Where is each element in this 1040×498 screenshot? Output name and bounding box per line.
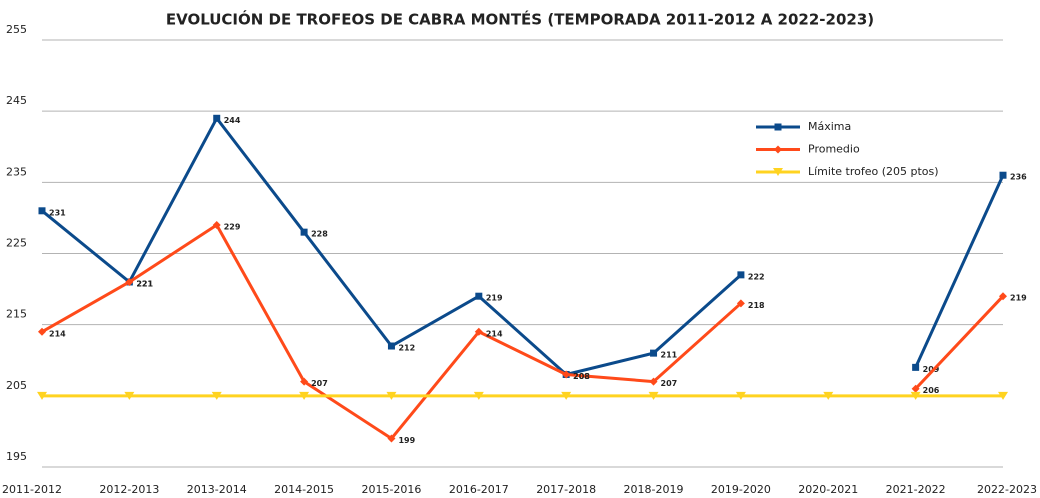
data-label: 214 <box>49 329 66 338</box>
y-tick-label: 225 <box>6 237 27 250</box>
marker <box>387 434 396 443</box>
marker <box>999 292 1007 301</box>
marker <box>735 391 746 400</box>
marker <box>38 207 46 215</box>
marker <box>737 271 745 279</box>
y-tick-label: 205 <box>6 379 27 392</box>
marker <box>773 168 783 176</box>
data-label: 219 <box>486 294 503 303</box>
marker <box>650 349 658 357</box>
y-tick-label: 255 <box>6 23 27 36</box>
marker <box>911 384 920 393</box>
marker <box>649 377 658 386</box>
marker <box>299 391 310 400</box>
marker <box>774 123 782 131</box>
data-label: 207 <box>661 379 678 388</box>
y-tick-label: 195 <box>6 450 27 463</box>
marker <box>211 391 222 400</box>
data-label: 199 <box>398 436 415 445</box>
marker <box>213 114 221 122</box>
data-label: 211 <box>661 351 678 360</box>
marker <box>300 228 308 236</box>
x-tick-label: 2012-2013 <box>99 483 159 496</box>
x-tick-label: 2021-2022 <box>886 483 946 496</box>
marker <box>386 391 397 400</box>
y-tick-label: 245 <box>6 94 27 107</box>
x-tick-label: 2018-2019 <box>624 483 684 496</box>
data-label: 219 <box>1010 294 1027 303</box>
marker <box>736 299 745 308</box>
data-label: 206 <box>923 386 940 395</box>
data-label: 244 <box>224 116 241 125</box>
marker <box>774 145 782 154</box>
legend-label: Promedio <box>808 143 860 156</box>
data-label: 214 <box>486 329 503 338</box>
marker <box>300 377 309 386</box>
marker <box>823 391 834 400</box>
x-tick-label: 2019-2020 <box>711 483 771 496</box>
data-label: 218 <box>748 301 765 310</box>
chart-title: EVOLUCIÓN DE TROFEOS DE CABRA MONTÉS (TE… <box>166 10 874 29</box>
y-tick-label: 235 <box>6 165 27 178</box>
data-label: 221 <box>136 279 153 288</box>
marker <box>124 391 135 400</box>
x-tick-label: 2013-2014 <box>187 483 247 496</box>
y-tick-label: 215 <box>6 308 27 321</box>
data-label: 236 <box>1010 173 1027 182</box>
data-label: 228 <box>311 230 328 239</box>
data-label: 231 <box>49 208 66 217</box>
data-label: 221 <box>136 279 153 288</box>
marker <box>910 391 921 400</box>
marker <box>38 327 46 336</box>
marker <box>912 363 920 371</box>
data-label: 229 <box>224 223 241 232</box>
data-label: 212 <box>398 344 415 353</box>
marker <box>212 221 221 230</box>
x-tick-label: 2017-2018 <box>536 483 596 496</box>
data-label: 209 <box>923 365 940 374</box>
data-label: 208 <box>573 372 590 381</box>
marker <box>475 292 483 300</box>
marker <box>998 391 1008 400</box>
marker <box>387 342 395 350</box>
marker <box>473 391 484 400</box>
marker <box>37 391 47 400</box>
marker <box>562 370 571 379</box>
x-tick-label: 2020-2021 <box>798 483 858 496</box>
data-label: 207 <box>311 379 328 388</box>
marker <box>648 391 659 400</box>
marker <box>561 391 572 400</box>
marker <box>474 327 483 336</box>
x-tick-label: 2015-2016 <box>361 483 421 496</box>
x-tick-label: 2016-2017 <box>449 483 509 496</box>
marker <box>125 277 134 286</box>
x-tick-label: 2014-2015 <box>274 483 334 496</box>
legend-label: Máxima <box>808 120 851 133</box>
data-label: 222 <box>748 272 765 281</box>
legend-label: Límite trofeo (205 ptos) <box>808 165 939 178</box>
series-line <box>41 223 1005 441</box>
x-tick-label: 2011-2012 <box>2 483 62 496</box>
marker <box>999 171 1007 179</box>
x-tick-label: 2022-2023 <box>977 483 1037 496</box>
